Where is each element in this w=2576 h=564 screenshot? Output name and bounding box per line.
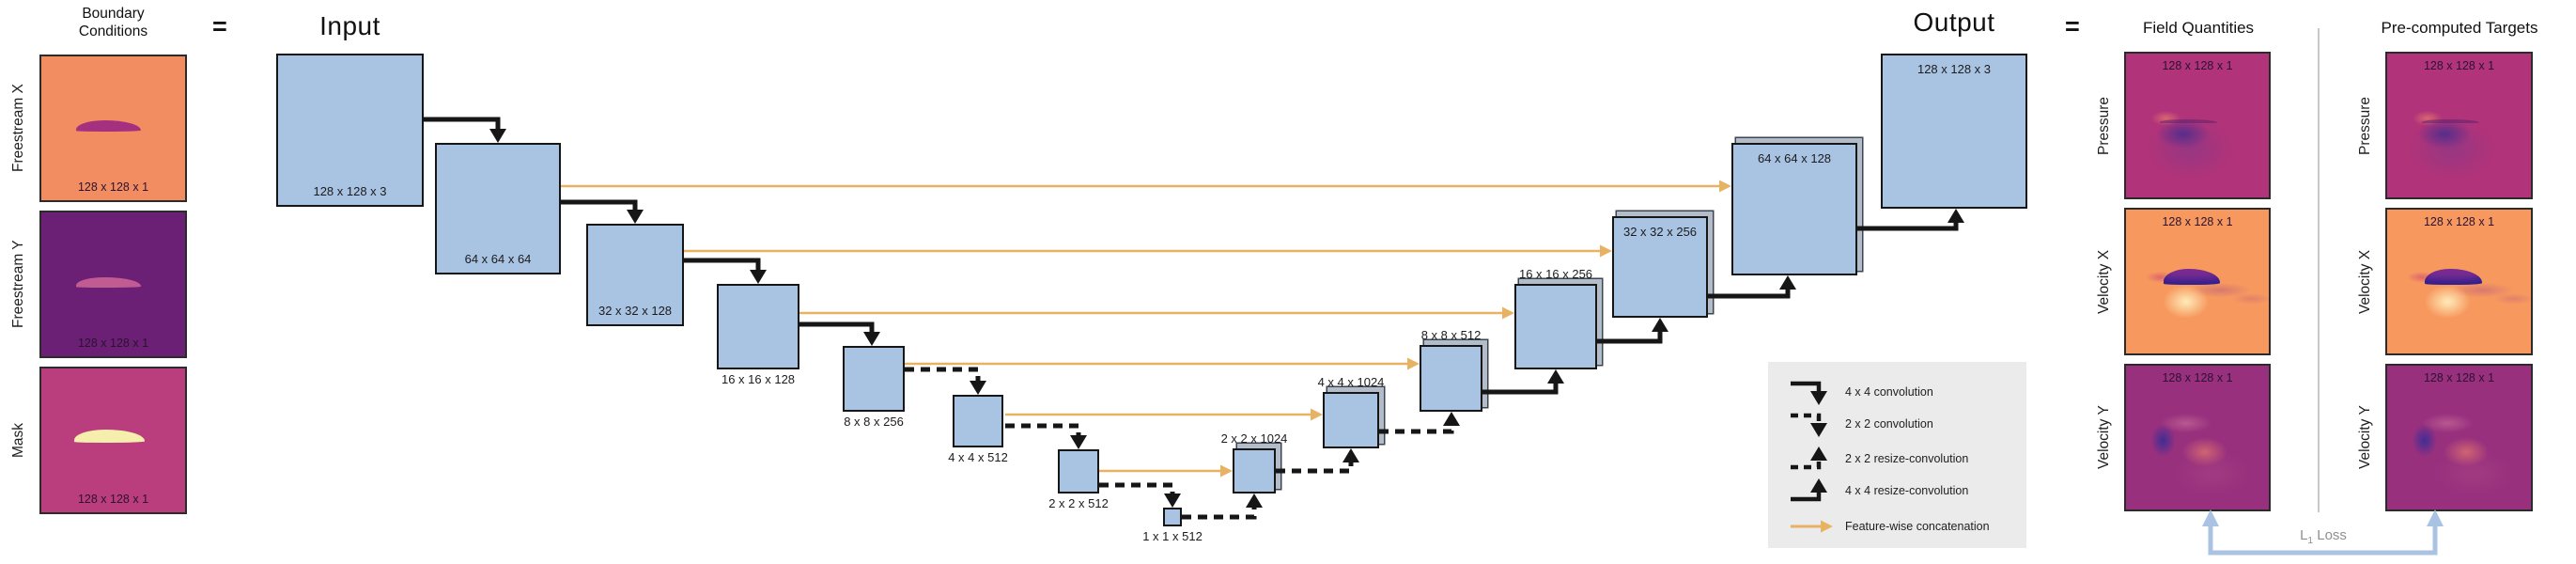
equals-sign-left: = xyxy=(212,12,227,40)
conv-2x2-arrow-icon xyxy=(1791,413,1827,437)
l1-loss-label: L1 Loss xyxy=(2262,527,2384,546)
loss-sub: 1 xyxy=(2307,536,2314,546)
unet-decoder-block-16: 16 x 16 x 256 xyxy=(1514,267,1597,369)
boundary-title-line1: Boundary xyxy=(82,6,145,22)
unet-input-block: 128 x 128 x 3 xyxy=(276,54,424,207)
legend-item-resize4: 4 x 4 resize-convolution xyxy=(1787,475,1968,507)
block-dims: 2 x 2 x 512 xyxy=(1048,496,1109,510)
field-velocity-x-dims: 128 x 128 x 1 xyxy=(2162,215,2233,228)
loss-rest: Loss xyxy=(2317,527,2347,543)
mask-dims: 128 x 128 x 1 xyxy=(77,493,149,506)
target-velocity-y-label: Velocity Y xyxy=(2357,405,2373,470)
block-dims: 8 x 8 x 256 xyxy=(844,415,904,429)
airfoil-shape xyxy=(74,430,146,443)
field-quantities-title: Field Quantities xyxy=(2142,19,2255,37)
block-dims: 128 x 128 x 3 xyxy=(313,184,387,198)
airfoil-shape xyxy=(75,276,141,288)
airfoil-shape xyxy=(2424,269,2482,286)
legend-label: Feature-wise concatenation xyxy=(1845,520,1990,533)
target-pressure-label: Pressure xyxy=(2357,96,2373,155)
boundary-title-line2: Conditions xyxy=(78,24,148,39)
legend-label: 2 x 2 convolution xyxy=(1845,417,1933,431)
unet-encoder-block-16: 16 x 16 x 128 xyxy=(717,284,799,386)
legend-box: 4 x 4 convolution 2 x 2 convolution 2 x … xyxy=(1768,362,2026,548)
resize-conv-4x4-arrow-icon xyxy=(1791,478,1827,502)
airfoil-shape xyxy=(2163,269,2221,286)
output-title: Output xyxy=(1913,8,1995,37)
unet-encoder-block-8: 8 x 8 x 256 xyxy=(843,346,905,429)
conv-4x4-arrow-icon xyxy=(1791,381,1827,405)
block-dims: 16 x 16 x 128 xyxy=(721,372,796,386)
equals-sign-right: = xyxy=(2065,12,2080,40)
legend-label: 4 x 4 convolution xyxy=(1845,385,1933,399)
mask-label: Mask xyxy=(10,422,26,459)
target-pressure-dims: 128 x 128 x 1 xyxy=(2423,59,2495,72)
column-divider xyxy=(2318,28,2320,512)
legend-label: 2 x 2 resize-convolution xyxy=(1845,452,1969,465)
boundary-conditions-title: Boundary Conditions xyxy=(39,5,187,40)
block-dims: 32 x 32 x 256 xyxy=(1622,225,1698,239)
target-velocity-y-image: 128 x 128 x 1 xyxy=(2385,364,2533,511)
field-velocity-x-image: 128 x 128 x 1 xyxy=(2124,208,2271,355)
target-velocity-x-label: Velocity X xyxy=(2357,249,2373,314)
target-velocity-y-dims: 128 x 128 x 1 xyxy=(2423,371,2495,384)
target-velocity-x-dims: 128 x 128 x 1 xyxy=(2423,215,2495,228)
resize-conv-2x2-arrow-icon xyxy=(1791,446,1827,470)
unet-decoder-block-64: 64 x 64 x 128 xyxy=(1731,143,1857,275)
legend-item-resize2: 2 x 2 resize-convolution xyxy=(1787,443,1968,475)
block-dims: 32 x 32 x 128 xyxy=(597,304,673,318)
target-velocity-x-image: 128 x 128 x 1 xyxy=(2385,208,2533,355)
legend-item-conv2: 2 x 2 convolution xyxy=(1787,408,1933,440)
legend-item-conv4: 4 x 4 convolution xyxy=(1787,376,1933,408)
conv-2x2-arrows xyxy=(905,367,1181,508)
field-pressure-dims: 128 x 128 x 1 xyxy=(2162,59,2233,72)
unet-decoder-block-2: 2 x 2 x 1024 xyxy=(1221,431,1287,494)
field-pressure-label: Pressure xyxy=(2096,96,2112,155)
field-velocity-x-label: Velocity X xyxy=(2096,249,2112,314)
field-velocity-y-dims: 128 x 128 x 1 xyxy=(2162,371,2233,384)
freestream-x-label: Freestream X xyxy=(10,84,26,173)
block-dims: 16 x 16 x 256 xyxy=(1518,267,1593,281)
unet-output-block: 128 x 128 x 3 xyxy=(1881,54,2027,209)
field-velocity-y-image: 128 x 128 x 1 xyxy=(2124,364,2271,511)
unet-encoder-block-64: 64 x 64 x 64 xyxy=(435,143,561,274)
freestream-x-image: 128 x 128 x 1 xyxy=(39,55,187,202)
block-dims: 2 x 2 x 1024 xyxy=(1220,431,1288,446)
field-velocity-y-label: Velocity Y xyxy=(2096,405,2112,470)
feature-concat-arrow-icon xyxy=(1791,520,1833,533)
unet-decoder-block-8: 8 x 8 x 512 xyxy=(1420,328,1482,412)
unet-encoder-block-32: 32 x 32 x 128 xyxy=(586,224,684,326)
block-dims: 8 x 8 x 512 xyxy=(1420,328,1482,342)
unet-bottleneck-block-1: 1 x 1 x 512 xyxy=(1142,508,1203,543)
block-dims: 1 x 1 x 512 xyxy=(1142,529,1203,543)
unet-encoder-block-2: 2 x 2 x 512 xyxy=(1048,449,1109,510)
freestream-y-dims: 128 x 128 x 1 xyxy=(77,337,149,350)
airfoil-shape xyxy=(2421,119,2479,124)
airfoil-shape xyxy=(2160,119,2218,124)
block-dims: 4 x 4 x 512 xyxy=(948,450,1008,464)
block-dims: 128 x 128 x 3 xyxy=(1916,62,1992,76)
mask-image: 128 x 128 x 1 xyxy=(39,367,187,514)
block-dims: 64 x 64 x 64 xyxy=(464,252,532,266)
target-pressure-image: 128 x 128 x 1 xyxy=(2385,52,2533,199)
block-dims: 64 x 64 x 128 xyxy=(1757,151,1832,165)
airfoil-shape xyxy=(75,120,141,133)
precomputed-targets-title: Pre-computed Targets xyxy=(2381,19,2538,37)
unet-decoder-block-32: 32 x 32 x 256 xyxy=(1612,216,1708,318)
freestream-y-image: 128 x 128 x 1 xyxy=(39,211,187,358)
unet-decoder-block-4: 4 x 4 x 1024 xyxy=(1318,375,1384,448)
block-dims: 4 x 4 x 1024 xyxy=(1317,375,1385,389)
unet-encoder-block-4: 4 x 4 x 512 xyxy=(948,395,1008,464)
input-title: Input xyxy=(319,11,380,40)
field-pressure-image: 128 x 128 x 1 xyxy=(2124,52,2271,199)
freestream-y-label: Freestream Y xyxy=(10,240,26,329)
legend-item-concat: Feature-wise concatenation xyxy=(1787,510,1990,542)
legend-label: 4 x 4 resize-convolution xyxy=(1845,484,1969,497)
freestream-x-dims: 128 x 128 x 1 xyxy=(77,180,149,194)
